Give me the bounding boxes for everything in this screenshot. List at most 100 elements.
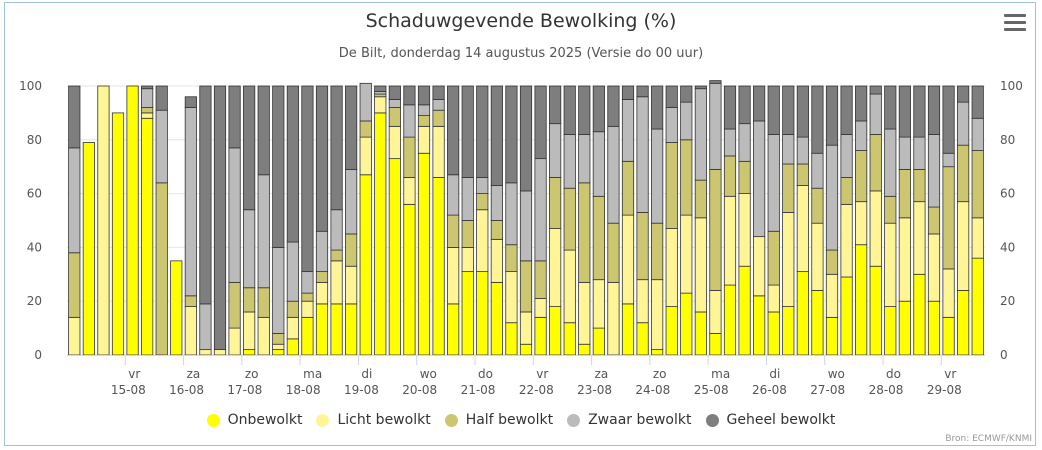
bar-segment-zwaar-bewolkt [796, 136, 809, 165]
bar-segment-licht-bewolkt [971, 217, 984, 259]
bar-segment-geheel-bewolkt [840, 85, 853, 135]
hamburger-menu-icon[interactable] [1004, 14, 1026, 34]
bar-segment-licht-bewolkt [315, 281, 329, 305]
bar-segment-licht-bewolkt [388, 125, 401, 160]
bar-segment-onbewolkt [680, 292, 693, 356]
bar-segment-licht-bewolkt [898, 217, 911, 302]
bar-segment-geheel-bewolkt [184, 96, 197, 108]
bar-segment-onbewolkt [738, 265, 751, 356]
bar-segment-onbewolkt [403, 203, 416, 356]
y-tick-label-right: 80 [1000, 133, 1015, 147]
bar-segment-half-bewolkt [141, 107, 154, 114]
bar-segment-licht-bewolkt [68, 316, 81, 356]
bar-segment-licht-bewolkt [855, 201, 868, 246]
bar-segment-onbewolkt [519, 343, 533, 356]
bar-segment-licht-bewolkt [374, 96, 387, 114]
bar-segment-licht-bewolkt [563, 249, 576, 324]
bar-segment-geheel-bewolkt [213, 85, 227, 351]
bar-segment-geheel-bewolkt [796, 85, 809, 138]
bar-segment-onbewolkt [825, 316, 839, 356]
bar-segment-geheel-bewolkt [476, 85, 489, 178]
bar-segment-geheel-bewolkt [942, 85, 955, 154]
bar-segment-licht-bewolkt [782, 212, 795, 307]
legend-label: Licht bewolkt [337, 412, 431, 428]
bar-segment-zwaar-bewolkt [388, 99, 401, 108]
bar-segment-geheel-bewolkt [243, 85, 256, 211]
x-tick-date: 29-08 [927, 383, 962, 397]
bar-segment-half-bewolkt [694, 179, 707, 219]
bar-segment-zwaar-bewolkt [141, 88, 154, 108]
x-tick-day: zo [653, 367, 667, 381]
bar-segment-licht-bewolkt [680, 214, 693, 294]
bar-segment-onbewolkt [636, 322, 649, 356]
bar-segment-onbewolkt [898, 300, 911, 356]
bar-segment-geheel-bewolkt [578, 85, 591, 135]
legend-label: Geheel bewolkt [726, 412, 836, 428]
x-tick-day: za [595, 367, 609, 381]
bar-segment-zwaar-bewolkt [199, 303, 212, 351]
bar-segment-half-bewolkt [942, 166, 955, 270]
x-tick-day: vr [128, 367, 140, 381]
bar-segment-geheel-bewolkt [913, 85, 926, 138]
bar-segment-licht-bewolkt [869, 190, 882, 267]
bar-segment-half-bewolkt [738, 160, 751, 195]
bar-segment-licht-bewolkt [578, 281, 591, 345]
bar-segment-onbewolkt [126, 85, 139, 356]
bar-segment-zwaar-bewolkt [155, 109, 168, 184]
bar-segment-licht-bewolkt [723, 195, 737, 286]
bar-segment-zwaar-bewolkt [869, 93, 882, 135]
bar-segment-onbewolkt [286, 338, 299, 356]
y-tick-label-left: 20 [27, 294, 42, 308]
bar-segment-geheel-bewolkt [315, 85, 329, 232]
bar-segment-half-bewolkt [228, 281, 241, 329]
legend-item-geheel-bewolkt[interactable]: Geheel bewolkt [705, 412, 836, 428]
bar-segment-geheel-bewolkt [957, 85, 970, 103]
x-tick-day: zo [245, 367, 259, 381]
bar-segment-zwaar-bewolkt [957, 101, 970, 146]
bar-segment-onbewolkt [767, 311, 780, 356]
y-tick-label-left: 40 [27, 240, 42, 254]
legend-item-half-bewolkt[interactable]: Half bewolkt [444, 412, 553, 428]
bar-segment-geheel-bewolkt [301, 85, 314, 273]
bar-segment-zwaar-bewolkt [184, 107, 197, 297]
bar-segment-geheel-bewolkt [825, 85, 839, 146]
bar-segment-zwaar-bewolkt [607, 125, 620, 224]
credits[interactable]: Bron: ECMWF/KNMI [945, 434, 1032, 444]
bar-segment-onbewolkt [505, 322, 518, 356]
bar-segment-geheel-bewolkt [621, 85, 635, 100]
bar-segment-zwaar-bewolkt [68, 147, 81, 254]
bar-segment-licht-bewolkt [709, 290, 722, 334]
bar-segment-zwaar-bewolkt [257, 174, 270, 289]
x-tick-day: do [478, 367, 493, 381]
bar-segment-zwaar-bewolkt [592, 131, 605, 197]
bar-segment-half-bewolkt [272, 333, 285, 345]
legend-marker-icon [444, 413, 458, 427]
bar-segment-licht-bewolkt [228, 327, 241, 356]
bar-segment-licht-bewolkt [738, 193, 751, 267]
bar-segment-zwaar-bewolkt [490, 185, 503, 221]
bar-segment-zwaar-bewolkt [330, 209, 343, 251]
bar-segment-licht-bewolkt [549, 228, 562, 307]
bar-segment-onbewolkt [170, 260, 183, 356]
legend-item-zwaar-bewolkt[interactable]: Zwaar bewolkt [567, 412, 692, 428]
bar-segment-zwaar-bewolkt [403, 104, 416, 138]
bar-segment-zwaar-bewolkt [549, 123, 562, 178]
bar-segment-licht-bewolkt [505, 271, 518, 324]
bar-segment-geheel-bewolkt [286, 85, 299, 243]
bar-segment-half-bewolkt [403, 136, 416, 178]
bar-segment-zwaar-bewolkt [578, 134, 591, 184]
legend-item-licht-bewolkt[interactable]: Licht bewolkt [316, 412, 431, 428]
bar-segment-licht-bewolkt [184, 306, 197, 356]
y-tick-label-left: 80 [27, 133, 42, 147]
bar-segment-licht-bewolkt [534, 298, 547, 318]
bar-segment-licht-bewolkt [141, 112, 154, 119]
bar-segment-licht-bewolkt [957, 201, 970, 291]
bar-segment-zwaar-bewolkt [476, 177, 489, 195]
x-tick-date: 16-08 [169, 383, 204, 397]
legend-item-onbewolkt[interactable]: Onbewolkt [206, 412, 302, 428]
x-tick-day: vr [536, 367, 548, 381]
bar-segment-onbewolkt [942, 316, 955, 356]
x-tick-date: 26-08 [752, 383, 787, 397]
bar-segment-onbewolkt [957, 290, 970, 356]
bar-segment-geheel-bewolkt [447, 85, 460, 176]
